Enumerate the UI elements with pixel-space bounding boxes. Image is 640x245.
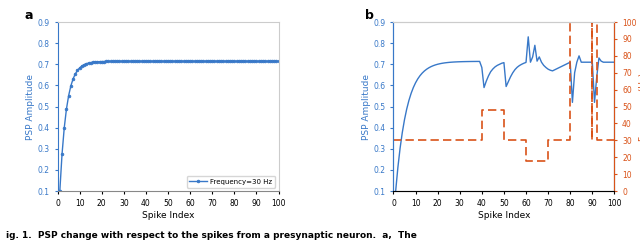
Frequency=30 Hz — [186, 60, 194, 63]
Frequency=30 Hz — [56, 190, 63, 193]
Text: a: a — [24, 9, 33, 22]
X-axis label: Spike Index: Spike Index — [477, 210, 530, 220]
Y-axis label: Frequency (Hz): Frequency (Hz) — [639, 73, 640, 141]
Text: b: b — [365, 9, 374, 22]
Frequency=30 Hz — [257, 60, 265, 63]
Legend: Frequency=30 Hz: Frequency=30 Hz — [187, 176, 275, 188]
Frequency=30 Hz — [98, 60, 106, 63]
X-axis label: Spike Index: Spike Index — [142, 210, 195, 220]
Y-axis label: PSP Amplitude: PSP Amplitude — [362, 74, 371, 140]
Frequency=30 Hz — [107, 60, 115, 63]
Text: ig. 1.  PSP change with respect to the spikes from a presynaptic neuron.  a,  Th: ig. 1. PSP change with respect to the sp… — [6, 231, 417, 240]
Frequency=30 Hz — [275, 60, 282, 63]
Frequency=30 Hz — [169, 60, 177, 63]
Y-axis label: PSP Amplitude: PSP Amplitude — [26, 74, 35, 140]
Line: Frequency=30 Hz: Frequency=30 Hz — [58, 60, 280, 193]
Frequency=30 Hz — [264, 60, 271, 63]
